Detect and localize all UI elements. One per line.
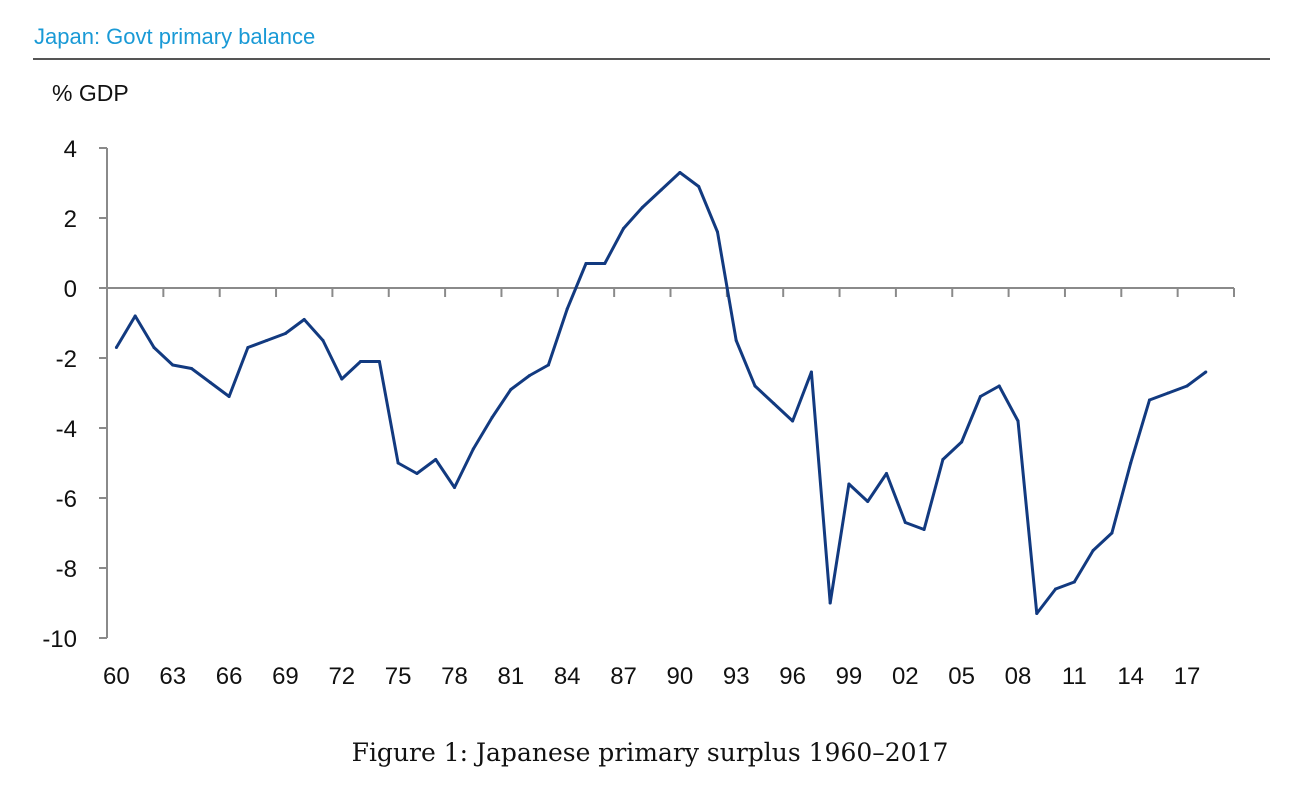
- x-tick-label: 96: [779, 663, 806, 690]
- chart-title: Japan: Govt primary balance: [34, 24, 316, 49]
- data-point: [415, 472, 419, 475]
- data-point: [208, 381, 212, 384]
- data-point: [866, 500, 870, 503]
- y-tick-label: 0: [64, 276, 77, 303]
- data-point: [171, 363, 175, 367]
- data-point: [753, 384, 757, 388]
- data-point: [772, 402, 776, 405]
- x-tick-label: 84: [554, 663, 581, 690]
- data-point: [227, 395, 231, 398]
- data-point: [190, 367, 194, 370]
- data-point: [340, 377, 344, 381]
- data-point: [1016, 419, 1020, 423]
- data-point: [265, 339, 269, 342]
- data-point: [509, 388, 513, 391]
- data-point: [321, 339, 325, 342]
- data-point: [622, 227, 626, 230]
- x-tick-label: 66: [216, 663, 243, 690]
- x-tick-label: 60: [103, 663, 130, 690]
- title-divider: [33, 58, 1270, 60]
- data-point: [283, 332, 287, 335]
- data-point: [152, 346, 156, 349]
- x-tick-label: 14: [1117, 663, 1144, 690]
- x-tick-label: 90: [667, 663, 694, 690]
- data-point: [1129, 461, 1133, 465]
- data-point: [1147, 398, 1151, 402]
- data-point: [659, 188, 663, 192]
- data-point: [246, 346, 250, 349]
- data-point: [1185, 384, 1189, 388]
- x-tick-label: 93: [723, 663, 750, 690]
- data-point: [847, 482, 851, 486]
- data-point: [396, 461, 400, 465]
- data-point: [452, 486, 456, 489]
- y-tick-label: -4: [56, 416, 77, 443]
- data-point: [640, 206, 644, 209]
- data-point: [133, 314, 137, 318]
- data-point: [978, 395, 982, 398]
- x-tick-label: 69: [272, 663, 299, 690]
- data-point: [471, 447, 475, 451]
- x-tick-label: 05: [948, 663, 975, 690]
- data-point: [791, 419, 795, 423]
- data-point: [302, 318, 306, 321]
- x-tick-label: 75: [385, 663, 412, 690]
- y-tick-label: -2: [56, 346, 77, 373]
- data-point: [922, 528, 926, 531]
- x-tick-label: 72: [328, 663, 355, 690]
- data-point: [997, 384, 1001, 388]
- data-point: [809, 370, 813, 374]
- data-point: [565, 307, 569, 311]
- y-tick-label: 4: [64, 136, 77, 163]
- data-point: [828, 601, 832, 605]
- x-tick-label: 11: [1062, 663, 1087, 690]
- series-line: [115, 171, 1207, 615]
- figure-caption: Figure 1: Japanese primary surplus 1960–…: [351, 738, 949, 767]
- data-point: [960, 440, 964, 444]
- x-tick-label: 87: [610, 663, 637, 690]
- y-tick-label: -8: [56, 556, 77, 583]
- data-point: [903, 521, 907, 524]
- data-point: [528, 374, 532, 377]
- x-tick-label: 78: [441, 663, 468, 690]
- data-point: [434, 458, 438, 461]
- x-tick-label: 17: [1174, 663, 1201, 690]
- y-tick-label: -6: [56, 486, 77, 513]
- data-point: [377, 360, 381, 363]
- data-point: [546, 363, 550, 367]
- data-point: [603, 262, 607, 265]
- x-tick-label: 63: [159, 663, 186, 690]
- data-point: [697, 185, 701, 188]
- x-tick-label: 81: [497, 663, 524, 690]
- data-point: [1091, 549, 1095, 552]
- x-tick-label: 99: [836, 663, 863, 690]
- data-point: [1054, 587, 1058, 591]
- data-point: [1035, 612, 1039, 615]
- data-point: [885, 472, 889, 475]
- data-point: [490, 416, 494, 419]
- data-point: [1204, 370, 1208, 374]
- x-tick-label: 08: [1005, 663, 1032, 690]
- y-tick-label: -10: [42, 626, 77, 653]
- data-point: [1072, 580, 1076, 584]
- data-point: [734, 339, 738, 342]
- data-point: [715, 230, 719, 234]
- data-point: [359, 360, 363, 363]
- data-point: [678, 171, 682, 174]
- data-point: [114, 346, 118, 349]
- y-tick-label: 2: [64, 206, 77, 233]
- data-point: [941, 458, 945, 461]
- data-point: [1110, 531, 1114, 535]
- y-axis-label: % GDP: [52, 80, 129, 106]
- x-tick-label: 02: [892, 663, 919, 690]
- data-point: [1166, 391, 1170, 395]
- data-point: [584, 262, 588, 265]
